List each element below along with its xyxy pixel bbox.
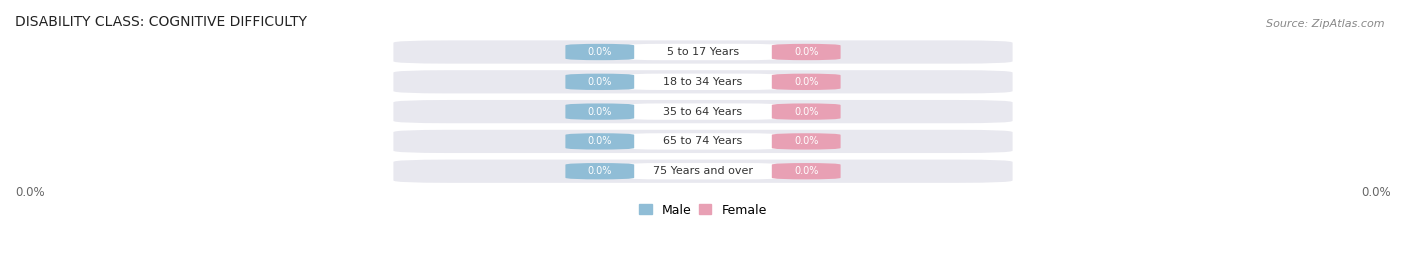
FancyBboxPatch shape — [394, 70, 1012, 93]
Text: 0.0%: 0.0% — [794, 47, 818, 57]
Text: 0.0%: 0.0% — [588, 136, 612, 146]
Text: 0.0%: 0.0% — [794, 77, 818, 87]
FancyBboxPatch shape — [772, 133, 841, 150]
FancyBboxPatch shape — [772, 74, 841, 90]
FancyBboxPatch shape — [565, 163, 634, 179]
Text: 35 to 64 Years: 35 to 64 Years — [664, 107, 742, 117]
Text: 75 Years and over: 75 Years and over — [652, 166, 754, 176]
FancyBboxPatch shape — [772, 103, 841, 120]
FancyBboxPatch shape — [394, 160, 1012, 183]
FancyBboxPatch shape — [626, 163, 780, 179]
FancyBboxPatch shape — [565, 44, 634, 60]
Text: 0.0%: 0.0% — [794, 166, 818, 176]
Text: 0.0%: 0.0% — [1361, 186, 1391, 199]
Text: 0.0%: 0.0% — [588, 166, 612, 176]
Text: 18 to 34 Years: 18 to 34 Years — [664, 77, 742, 87]
FancyBboxPatch shape — [626, 103, 780, 120]
Text: 0.0%: 0.0% — [588, 47, 612, 57]
FancyBboxPatch shape — [565, 103, 634, 120]
FancyBboxPatch shape — [565, 74, 634, 90]
Text: 0.0%: 0.0% — [794, 107, 818, 117]
FancyBboxPatch shape — [772, 44, 841, 60]
Text: 0.0%: 0.0% — [794, 136, 818, 146]
FancyBboxPatch shape — [565, 133, 634, 150]
Text: Source: ZipAtlas.com: Source: ZipAtlas.com — [1267, 19, 1385, 29]
Text: 0.0%: 0.0% — [588, 77, 612, 87]
FancyBboxPatch shape — [626, 133, 780, 150]
Text: DISABILITY CLASS: COGNITIVE DIFFICULTY: DISABILITY CLASS: COGNITIVE DIFFICULTY — [15, 15, 307, 29]
Text: 65 to 74 Years: 65 to 74 Years — [664, 136, 742, 146]
FancyBboxPatch shape — [626, 74, 780, 90]
Legend: Male, Female: Male, Female — [634, 199, 772, 222]
Text: 5 to 17 Years: 5 to 17 Years — [666, 47, 740, 57]
FancyBboxPatch shape — [394, 40, 1012, 64]
FancyBboxPatch shape — [394, 130, 1012, 153]
FancyBboxPatch shape — [772, 163, 841, 179]
FancyBboxPatch shape — [394, 100, 1012, 123]
Text: 0.0%: 0.0% — [588, 107, 612, 117]
FancyBboxPatch shape — [626, 44, 780, 60]
Text: 0.0%: 0.0% — [15, 186, 45, 199]
